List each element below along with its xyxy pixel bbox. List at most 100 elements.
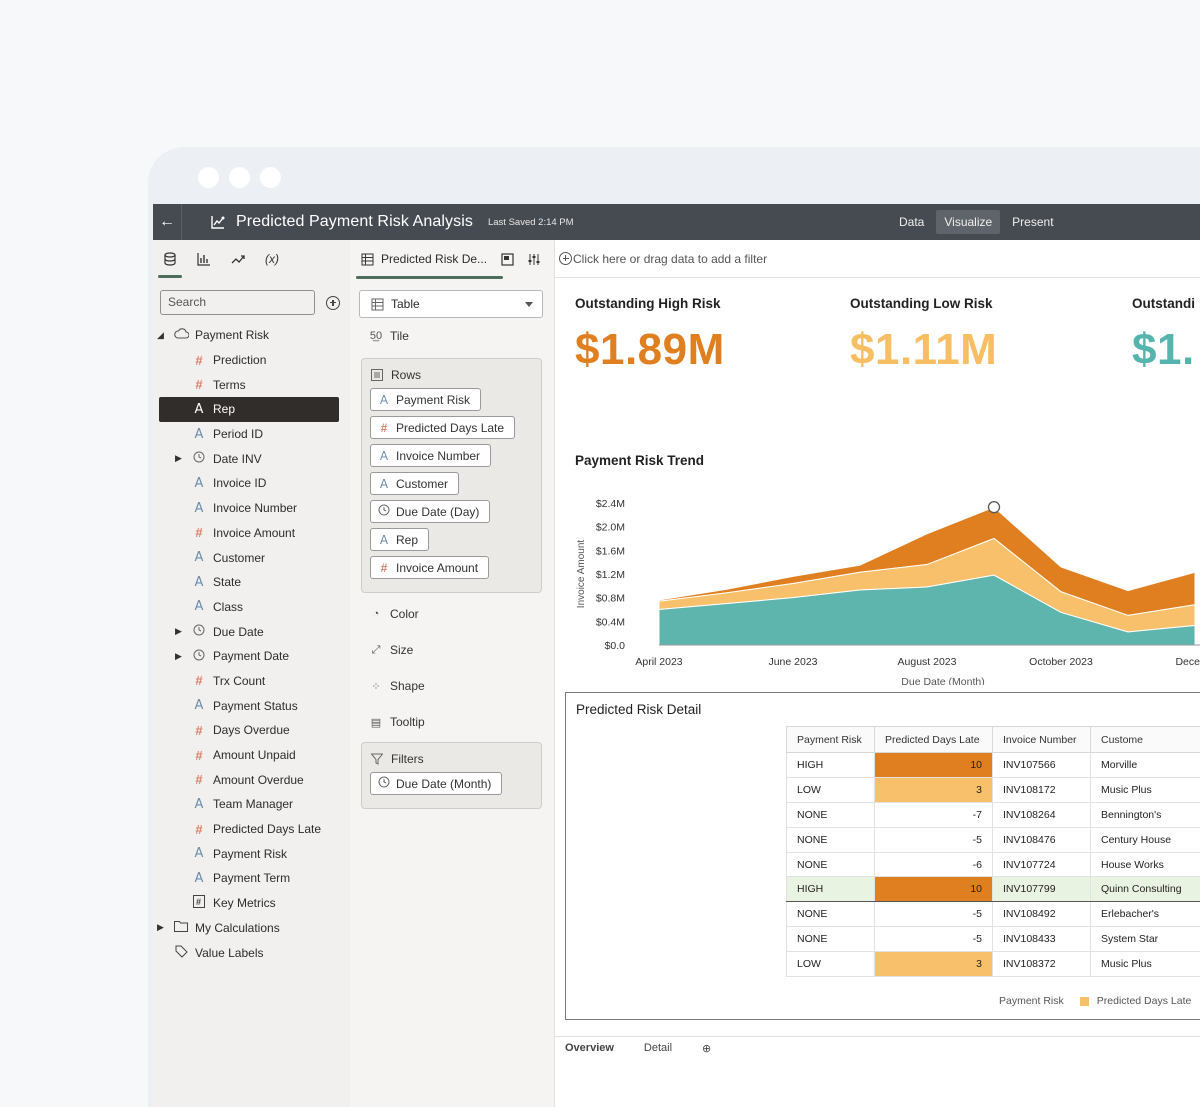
kpi-outstanding[interactable]: Outstandi $1.	[1132, 296, 1195, 375]
tree-item[interactable]: #Amount Unpaid	[153, 743, 350, 768]
tree-item-label: Invoice ID	[213, 476, 266, 490]
tab-predicted-risk-detail[interactable]: Predicted Risk De...	[381, 252, 487, 266]
data-icon[interactable]	[161, 244, 179, 274]
column-header[interactable]: Predicted Days Late	[875, 727, 993, 753]
tree-item[interactable]: #Invoice Amount	[153, 521, 350, 546]
search-input[interactable]: Search	[160, 290, 315, 315]
data-pill[interactable]: #Predicted Days Late	[370, 416, 515, 439]
arrow-left-icon[interactable]: ←	[153, 213, 181, 231]
tree-item[interactable]: #Prediction	[153, 348, 350, 373]
column-header[interactable]: Custome	[1091, 727, 1200, 753]
data-pill[interactable]: #Invoice Amount	[370, 556, 489, 579]
y-tick-label: $2.4M	[596, 498, 625, 510]
window-dot[interactable]	[260, 167, 281, 188]
window-dot[interactable]	[229, 167, 250, 188]
kpi-high-risk[interactable]: Outstanding High Risk $1.89M	[575, 296, 725, 375]
mode-data[interactable]: Data	[891, 210, 932, 234]
column-header[interactable]: Invoice Number	[993, 727, 1091, 753]
hash-icon: #	[378, 561, 390, 575]
top-bar: ← Predicted Payment Risk Analysis Last S…	[153, 204, 1200, 240]
analytics-icon[interactable]	[229, 244, 247, 274]
tab-detail[interactable]: Detail	[644, 1042, 672, 1055]
tree-item-label: My Calculations	[195, 921, 280, 935]
attribute-icon: A	[378, 477, 390, 491]
size-section[interactable]: ⤢Size	[350, 632, 554, 668]
add-data-icon[interactable]	[326, 296, 340, 310]
color-section[interactable]: ◔Color	[350, 596, 554, 632]
table-cell: HIGH	[787, 877, 875, 902]
expand-right-icon[interactable]: ▶	[175, 626, 182, 637]
tree-item-label: Predicted Days Late	[213, 822, 321, 836]
window-dot[interactable]	[198, 167, 219, 188]
hash-icon: #	[192, 673, 206, 688]
expand-right-icon[interactable]: ▶	[175, 453, 182, 464]
kpi-title: Outstandi	[1132, 296, 1195, 311]
mode-visualize[interactable]: Visualize	[936, 210, 1000, 234]
tree-item[interactable]: #Days Overdue	[153, 718, 350, 743]
payment-risk-trend-chart[interactable]: $0.0$0.4M$0.8M$1.2M$1.6M$2.0M$2.4MApril …	[555, 470, 1200, 685]
tree-item[interactable]: # Trx Count	[153, 669, 350, 694]
pill-label: Rep	[396, 533, 418, 547]
tree-item[interactable]: #Key Metrics	[153, 891, 350, 916]
tree-item[interactable]: ▶ Payment Date	[153, 644, 350, 669]
mode-present[interactable]: Present	[1004, 210, 1061, 234]
tree-item[interactable]: ◢Payment Risk	[153, 323, 350, 348]
settings-sliders-icon[interactable]	[527, 253, 540, 266]
calculations-tab[interactable]: (x)	[263, 244, 281, 274]
shape-section[interactable]: ⁘Shape	[350, 668, 554, 704]
tree-item[interactable]: #Terms	[153, 372, 350, 397]
tree-item-label: Payment Date	[213, 649, 289, 663]
data-pill[interactable]: Due Date (Month)	[370, 772, 502, 795]
tree-item[interactable]: #Amount Overdue	[153, 767, 350, 792]
tab-overview[interactable]: Overview	[565, 1042, 614, 1055]
add-filter-icon[interactable]	[559, 252, 572, 265]
tree-item-label: Trx Count	[213, 674, 265, 688]
expand-right-icon[interactable]: ▶	[175, 651, 182, 662]
column-header[interactable]: Payment Risk	[787, 727, 875, 753]
tree-item[interactable]: #Predicted Days Late	[153, 817, 350, 842]
filter-bar[interactable]: Click here or drag data to add a filter	[555, 240, 1200, 278]
kpi-low-risk[interactable]: Outstanding Low Risk $1.11M	[850, 296, 997, 375]
add-canvas-icon[interactable]: ⊕	[702, 1042, 711, 1055]
expand-right-icon[interactable]: ▶	[157, 922, 164, 933]
tree-item[interactable]: ▶Due Date	[153, 619, 350, 644]
visualization-type-select[interactable]: Table	[359, 290, 543, 318]
properties-icon[interactable]	[501, 253, 514, 266]
visualizations-icon[interactable]	[195, 244, 213, 274]
tree-item[interactable]: ▶ My Calculations	[153, 916, 350, 941]
expand-down-icon[interactable]: ◢	[157, 330, 164, 341]
tree-item[interactable]: Value Labels	[153, 940, 350, 965]
y-axis-title: Invoice Amount	[576, 540, 587, 609]
tooltip-section[interactable]: ▤Tooltip	[350, 704, 554, 740]
tree-item[interactable]: ▶Date INV	[153, 446, 350, 471]
hash-icon: #	[192, 723, 206, 738]
data-pill[interactable]: Due Date (Day)	[370, 500, 490, 523]
